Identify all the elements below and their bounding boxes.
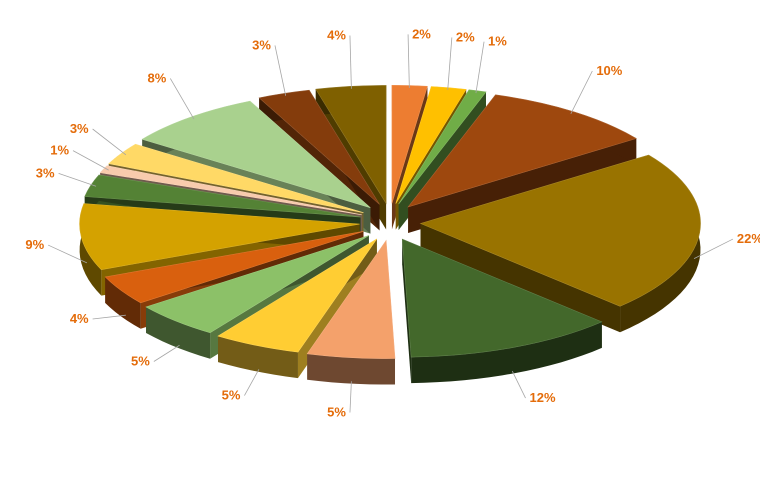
data-label-15: 8% [148, 70, 167, 85]
pie-slice-16 [258, 89, 380, 205]
pie-slice-13 [99, 165, 362, 216]
data-label-7: 5% [327, 404, 346, 419]
leader-line-1 [407, 34, 410, 88]
data-label-12: 3% [36, 165, 55, 180]
slice-rim [146, 306, 211, 359]
slice-wall [420, 223, 621, 333]
pie-slice-2 [395, 86, 467, 204]
pie-slice-3 [398, 89, 487, 205]
data-label-8: 5% [222, 388, 241, 403]
leader-lines [47, 34, 734, 413]
pie-slice-10 [104, 231, 364, 304]
data-label-10: 4% [70, 311, 89, 326]
pie-slice-17 [315, 85, 387, 205]
leader-line-4 [570, 70, 593, 114]
data-label-3: 1% [488, 34, 507, 49]
data-label-11: 9% [25, 237, 44, 252]
data-labels: 2%2%1%10%22%12%5%5%5%4%9%3%1%3%8%3%4% [25, 26, 760, 419]
pie-slice-6 [401, 238, 603, 358]
pie-slice-7 [306, 239, 396, 359]
leader-line-10 [92, 314, 126, 320]
data-label-1: 2% [412, 26, 431, 41]
pie-slice-11 [79, 203, 360, 270]
slice-top-faces [79, 85, 701, 359]
pie-slice-15 [141, 100, 371, 208]
slice-rim [218, 336, 298, 379]
pie-slice-4 [407, 94, 637, 208]
pie-slice-9 [145, 235, 370, 334]
data-label-9: 5% [131, 354, 150, 369]
data-label-2: 2% [456, 29, 475, 44]
pie-slice-12 [84, 174, 361, 218]
leader-line-13 [72, 150, 109, 171]
pie-slice-8 [217, 238, 378, 353]
data-label-4: 10% [596, 63, 622, 78]
slice-wall [402, 239, 412, 384]
data-label-13: 1% [50, 143, 69, 158]
slice-rim [105, 276, 141, 329]
leader-line-6 [511, 370, 526, 399]
leader-line-14 [92, 128, 127, 156]
data-label-5: 22% [737, 231, 760, 246]
leader-line-9 [153, 344, 180, 362]
slice-wall [408, 138, 637, 233]
slice-rim [79, 203, 102, 296]
leader-line-17 [349, 35, 352, 89]
pie-slice-14 [108, 143, 364, 213]
slice-rim [307, 353, 396, 385]
leader-line-3 [475, 41, 485, 94]
leader-line-5 [693, 238, 734, 260]
pie-slice-1 [391, 85, 428, 204]
pie-slice-5 [419, 154, 701, 307]
leader-line-8 [244, 369, 260, 396]
leader-line-12 [58, 172, 97, 187]
data-label-6: 12% [530, 390, 556, 405]
data-label-17: 4% [327, 28, 346, 43]
leader-line-15 [169, 78, 195, 120]
data-label-16: 3% [252, 37, 271, 52]
leader-line-2 [447, 37, 453, 91]
leader-line-7 [349, 381, 352, 413]
data-label-14: 3% [70, 121, 89, 136]
leader-line-16 [274, 45, 287, 96]
leader-line-11 [47, 244, 88, 264]
slice-rim [411, 321, 602, 384]
